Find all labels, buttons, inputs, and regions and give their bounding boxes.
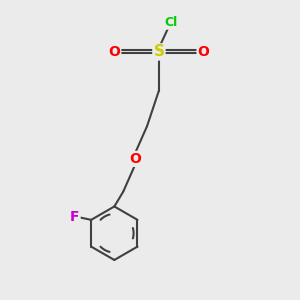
Text: O: O	[198, 45, 209, 59]
Text: O: O	[108, 45, 120, 59]
Text: Cl: Cl	[164, 16, 177, 29]
Text: F: F	[70, 210, 80, 224]
Text: O: O	[129, 152, 141, 166]
Text: S: S	[153, 44, 164, 59]
